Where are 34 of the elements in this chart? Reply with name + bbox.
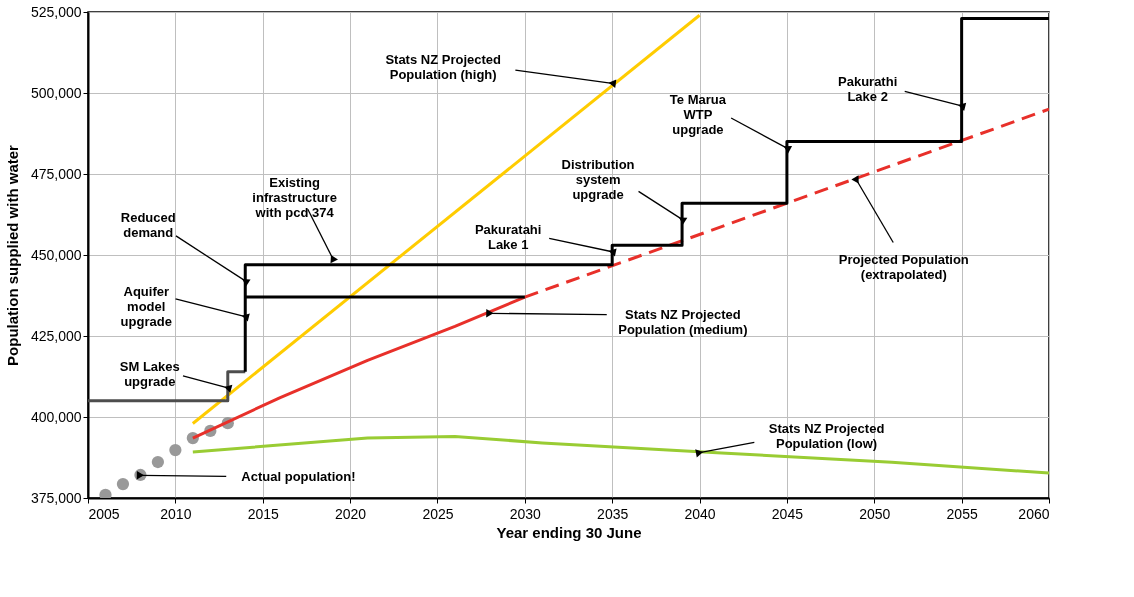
x-tick-label: 2020 [335, 505, 367, 522]
x-tick-label: 2005 [88, 505, 120, 522]
y-axis-title: Population supplied with water [3, 144, 21, 366]
annotation: SM Lakes upgrade [119, 358, 180, 389]
annotation: Stats NZ Projected Population (medium) [618, 307, 748, 338]
x-tick-label: 2060 [1018, 505, 1050, 522]
annotation: Existing infrastructure with pcd 374 [252, 175, 337, 221]
annotation: Aquifer model upgrade [120, 283, 172, 329]
y-tick-label: 525,000 [30, 3, 82, 20]
y-tick-label: 375,000 [30, 489, 82, 506]
x-tick-label: 2045 [771, 505, 804, 522]
x-tick-label: 2035 [597, 505, 629, 522]
x-tick-label: 2025 [422, 505, 454, 522]
annotation: Te Marua WTP upgrade [669, 92, 727, 138]
annotation: Reduced demand [120, 209, 176, 240]
x-tick-label: 2055 [946, 505, 978, 522]
y-tick-label: 400,000 [30, 408, 82, 425]
x-tick-label: 2015 [247, 505, 280, 522]
annotation: Pakuratahi Lake 1 [474, 221, 542, 252]
x-axis-title: Year ending 30 June [496, 523, 642, 541]
annotation: Actual population! [241, 469, 356, 485]
x-tick-label: 2050 [859, 505, 891, 522]
x-tick-label: 2010 [160, 505, 192, 522]
annotation: Pakurathi Lake 2 [838, 73, 898, 104]
y-tick-label: 425,000 [30, 327, 82, 344]
y-tick-label: 450,000 [30, 246, 82, 263]
annotation: Stats NZ Projected Population (high) [385, 52, 502, 83]
x-tick-label: 2030 [509, 505, 542, 522]
annotation: Stats NZ Projected Population (low) [768, 420, 885, 451]
x-tick-label: 2040 [684, 505, 716, 522]
y-tick-label: 475,000 [30, 165, 82, 182]
annotation: Projected Population (extrapolated) [838, 252, 969, 283]
annotation: Distribution system upgrade [561, 157, 635, 203]
y-tick-label: 500,000 [30, 84, 82, 101]
